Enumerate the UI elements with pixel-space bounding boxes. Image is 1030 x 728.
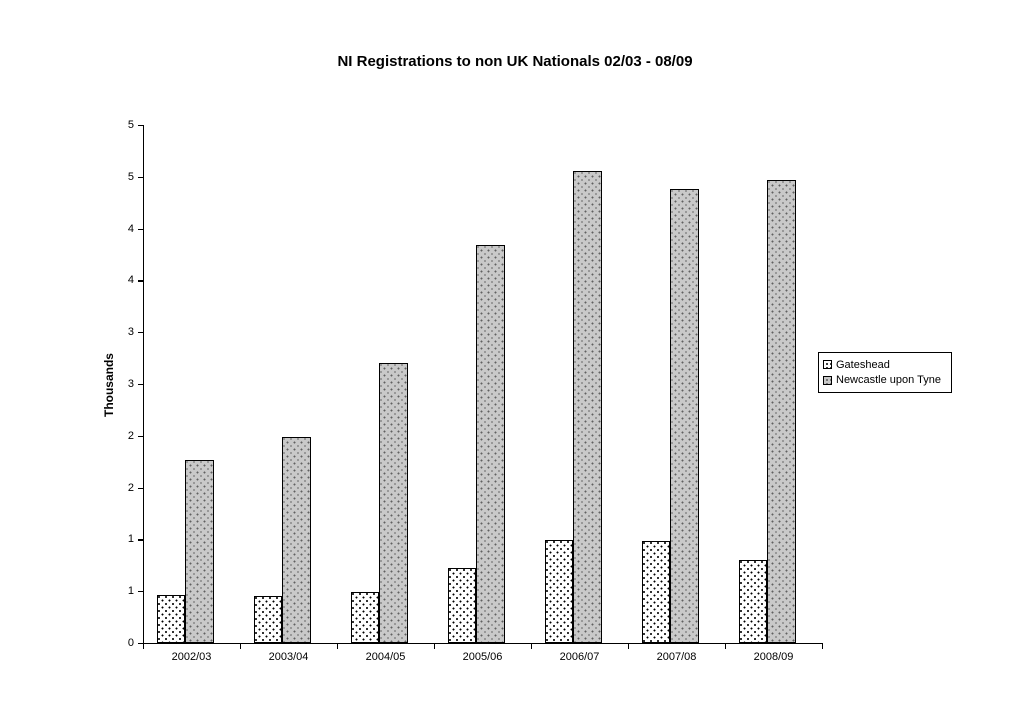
legend-label-gateshead: Gateshead [836,358,890,371]
x-tick-mark [822,643,824,649]
y-tick-mark [138,228,143,230]
legend-label-newcastle: Newcastle upon Tyne [836,374,941,387]
y-tick-mark [138,280,143,282]
newcastle-swatch-icon [823,375,832,385]
bar-newcastle-upon-tyne-2002/03 [185,459,214,643]
y-tick-mark [138,384,143,386]
y-tick-mark [138,435,143,438]
x-axis-line [143,643,823,645]
y-axis-line [143,125,145,644]
x-tick-mark [628,643,630,649]
y-tick-mark [138,643,143,645]
x-tick-mark [725,643,727,649]
y-tick-label: 3 [127,326,134,339]
bar-newcastle-upon-tyne-2006/07 [573,170,602,643]
chart-title: NI Registrations to non UK Nationals 02/… [337,53,693,70]
x-category-label: 2008/09 [753,651,794,663]
x-category-label: 2006/07 [559,651,600,663]
y-tick-label: 5 [127,119,134,131]
legend: Gateshead Newcastle upon Tyne [818,352,952,393]
x-category-label: 2002/03 [171,651,212,663]
y-tick-label: 0 [127,637,134,649]
x-category-label: 2003/04 [268,651,309,663]
y-tick-label: 2 [127,481,134,494]
x-category-label: 2004/05 [365,651,406,663]
bar-newcastle-upon-tyne-2007/08 [670,189,699,643]
legend-item-newcastle: Newcastle upon Tyne [823,374,947,386]
y-tick-label: 3 [127,378,134,390]
x-tick-mark [143,643,145,649]
y-tick-mark [138,125,143,127]
y-tick-label: 1 [127,533,134,546]
bar-gateshead-2006/07 [545,540,573,643]
bar-gateshead-2008/09 [739,560,767,643]
bar-newcastle-upon-tyne-2004/05 [379,363,408,643]
x-tick-mark [434,643,436,649]
y-tick-mark [138,332,143,334]
bar-newcastle-upon-tyne-2003/04 [282,436,311,643]
x-tick-mark [337,643,339,649]
bar-gateshead-2004/05 [351,592,379,643]
bar-gateshead-2005/06 [448,568,476,643]
bar-newcastle-upon-tyne-2008/09 [767,179,796,643]
x-category-label: 2007/08 [656,651,697,663]
bar-gateshead-2007/08 [642,541,670,643]
y-tick-mark [138,539,143,541]
bar-gateshead-2003/04 [254,596,282,643]
y-tick-label: 5 [127,170,134,183]
legend-item-gateshead: Gateshead [823,359,947,371]
y-tick-mark [138,176,143,179]
y-tick-mark [138,487,143,489]
y-tick-label: 2 [127,429,134,442]
x-category-label: 2005/06 [462,651,503,663]
bar-gateshead-2002/03 [157,595,185,643]
x-tick-mark [531,643,533,649]
gateshead-swatch-icon [823,360,832,370]
bar-newcastle-upon-tyne-2005/06 [476,245,505,643]
y-tick-mark [138,591,143,593]
y-tick-label: 4 [127,222,134,235]
x-tick-mark [240,643,242,649]
y-tick-label: 4 [127,274,134,287]
y-tick-label: 1 [127,585,134,598]
